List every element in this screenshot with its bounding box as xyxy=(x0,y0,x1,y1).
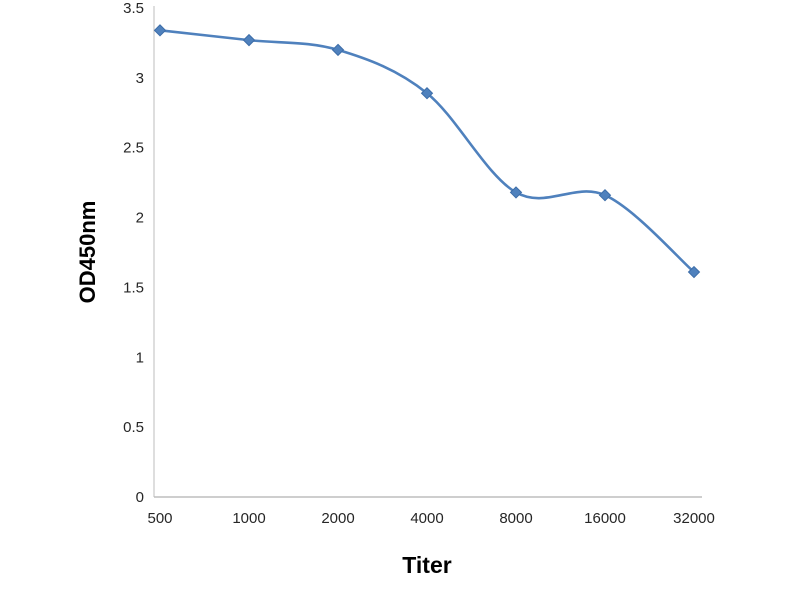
data-point-marker xyxy=(420,87,434,100)
x-tick-label: 32000 xyxy=(673,510,715,527)
y-tick-label: 1.5 xyxy=(123,279,144,296)
y-tick-label: 0.5 xyxy=(123,419,144,436)
data-point-marker xyxy=(598,189,612,202)
data-point-marker xyxy=(687,265,701,279)
data-point-marker xyxy=(153,24,167,37)
x-tick-label: 16000 xyxy=(584,510,626,527)
x-tick-label: 4000 xyxy=(410,510,443,527)
data-point-marker xyxy=(509,186,523,199)
x-tick-label: 2000 xyxy=(321,510,354,527)
y-tick-label: 2 xyxy=(136,210,144,227)
y-axis-title: OD450nm xyxy=(75,200,100,304)
y-tick-label: 1 xyxy=(136,349,144,366)
data-point-marker xyxy=(331,43,345,57)
y-tick-label: 3.5 xyxy=(123,0,144,17)
x-tick-label: 8000 xyxy=(499,510,532,527)
y-tick-label: 2.5 xyxy=(123,140,144,157)
x-tick-label: 500 xyxy=(147,510,172,527)
x-axis-title: Titer xyxy=(402,552,452,578)
data-point-marker xyxy=(242,33,256,47)
y-tick-label: 3 xyxy=(136,70,144,87)
series-line xyxy=(158,29,696,274)
x-tick-label: 1000 xyxy=(232,510,265,527)
y-tick-label: 0 xyxy=(136,489,144,506)
